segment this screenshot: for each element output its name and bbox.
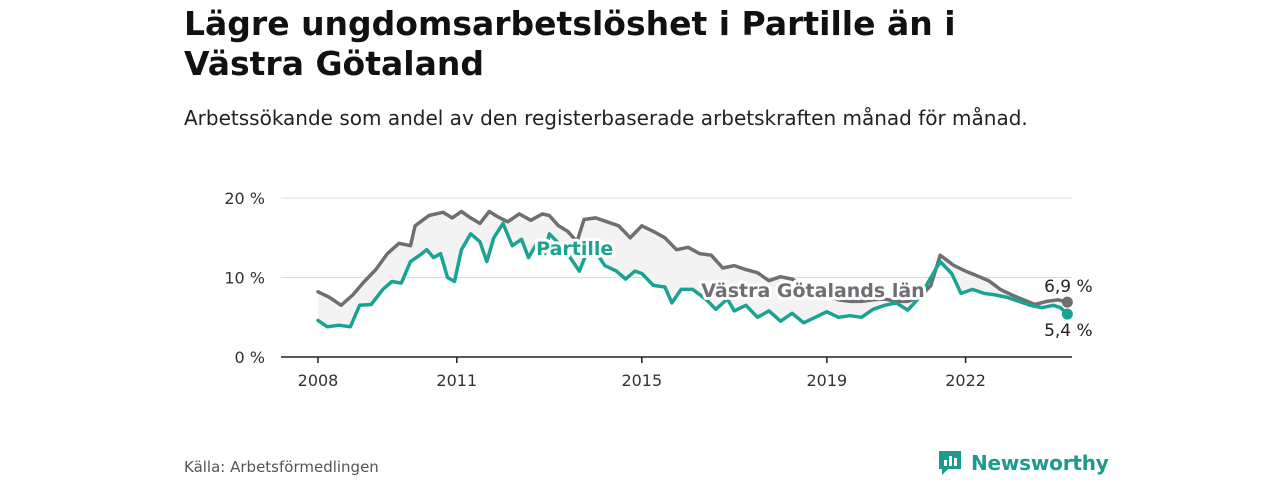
series-annotation: Västra Götalands län [701,280,924,302]
newsworthy-logo-icon [939,451,961,475]
x-tick-label: 2022 [945,371,986,390]
brand-logo: Newsworthy [937,448,1109,478]
y-tick-label: 0 % [235,348,265,367]
x-tick-label: 2019 [806,371,847,390]
x-tick-label: 2008 [298,371,339,390]
series-annotation: Partille [536,238,613,260]
chart-title: Lägre ungdomsarbetslöshet i Partille än … [184,4,956,83]
y-tick-label: 10 % [224,269,265,288]
series-line-partille [316,221,1070,329]
source-note: Källa: Arbetsförmedlingen [184,458,379,476]
end-point [1061,308,1073,320]
chart-subtitle: Arbetssökande som andel av den registerb… [184,106,1028,130]
line-chart: 0 % 10 % 20 % 2008 2011 2015 2019 2022 Partille V… [224,189,1093,390]
end-point [1061,296,1073,308]
brand-name: Newsworthy [971,451,1109,475]
x-tick-label: 2015 [621,371,662,390]
y-tick-label: 20 % [224,189,265,208]
x-tick-label: 2011 [436,371,477,390]
end-value-label: 5,4 % [1044,321,1093,341]
gap-area [318,211,1068,327]
end-value-label: 6,9 % [1044,277,1093,297]
